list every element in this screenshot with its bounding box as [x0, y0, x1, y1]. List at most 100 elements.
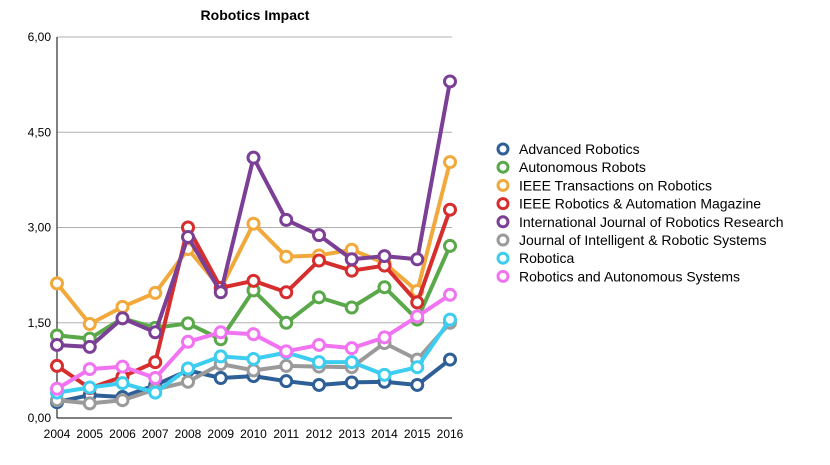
legend-marker: [496, 251, 510, 265]
data-point: [377, 330, 392, 345]
data-point: [344, 252, 359, 267]
data-point: [279, 285, 294, 300]
y-tick-label: 3,00: [28, 221, 52, 235]
data-point: [50, 337, 64, 352]
data-point: [181, 374, 195, 389]
legend-entry: Robotics and Autonomous Systems: [496, 268, 740, 284]
y-tick-label: 1,50: [28, 316, 52, 330]
data-point: [148, 385, 163, 400]
data-point: [279, 249, 294, 264]
y-tick-label: 4,50: [28, 125, 52, 139]
x-tick-label: 2007: [142, 427, 169, 441]
legend-entry: International Journal of Robotics Resear…: [496, 214, 784, 230]
legend-label: Robotics and Autonomous Systems: [519, 268, 740, 284]
data-point: [50, 276, 64, 291]
x-tick-label: 2016: [437, 427, 464, 441]
legend-marker: [496, 215, 510, 229]
legend-label: IEEE Robotics & Automation Magazine: [519, 196, 761, 212]
data-point: [377, 367, 392, 382]
legend-marker: [496, 197, 510, 211]
data-point: [344, 341, 359, 356]
data-point: [115, 359, 130, 374]
chart-title: Robotics Impact: [201, 7, 310, 23]
x-tick-label: 2013: [338, 427, 365, 441]
legend-label: IEEE Transactions on Robotics: [519, 177, 712, 193]
x-tick-label: 2005: [76, 427, 103, 441]
data-point: [312, 355, 326, 370]
data-point: [410, 295, 425, 310]
data-point: [246, 150, 261, 165]
data-point: [148, 285, 163, 300]
data-point: [115, 376, 130, 391]
legend-label: Journal of Intelligent & Robotic Systems: [519, 232, 766, 248]
legend-label: Advanced Robotics: [519, 141, 640, 157]
x-tick-label: 2006: [109, 427, 136, 441]
data-point: [443, 155, 457, 170]
data-point: [344, 375, 359, 390]
y-tick-label: 6,00: [28, 30, 52, 44]
legend: Advanced Robotics Autonomous Robots IEEE T…: [496, 141, 784, 284]
data-point: [246, 216, 261, 231]
data-point: [82, 380, 97, 395]
x-tick-label: 2004: [44, 427, 71, 441]
data-point: [246, 351, 261, 366]
legend-entry: Robotica: [496, 250, 574, 266]
legend-label: International Journal of Robotics Resear…: [519, 214, 784, 230]
data-point: [443, 74, 457, 89]
data-point: [246, 363, 261, 378]
data-point: [443, 202, 457, 217]
data-point: [82, 339, 97, 354]
legend-marker: [496, 269, 510, 283]
data-point: [115, 299, 130, 314]
data-point: [181, 316, 195, 331]
legend-entry: Autonomous Robots: [496, 159, 646, 175]
data-point: [279, 358, 294, 373]
data-point: [148, 370, 163, 385]
data-point: [82, 362, 97, 377]
data-point: [148, 355, 163, 370]
data-point: [279, 315, 294, 330]
data-point: [410, 377, 425, 392]
data-point: [279, 374, 294, 389]
data-point: [312, 290, 326, 305]
data-point: [312, 337, 326, 352]
legend-label: Robotica: [519, 250, 574, 266]
x-tick-label: 2015: [404, 427, 431, 441]
series: [50, 74, 457, 354]
data-point: [443, 287, 457, 302]
data-point: [443, 238, 457, 253]
data-point: [312, 253, 326, 268]
data-point: [410, 360, 425, 375]
series: [50, 155, 457, 332]
x-tick-label: 2014: [371, 427, 398, 441]
data-point: [181, 334, 195, 349]
series: [50, 287, 457, 396]
data-point: [115, 311, 130, 326]
series-line: [55, 160, 452, 326]
x-tick-label: 2011: [273, 427, 299, 441]
data-point: [246, 327, 261, 342]
legend-entry: IEEE Robotics & Automation Magazine: [496, 196, 761, 212]
data-point: [410, 252, 425, 267]
data-point: [344, 263, 359, 278]
legend-label: Autonomous Robots: [519, 159, 646, 175]
data-point: [82, 317, 97, 332]
data-point: [279, 344, 294, 359]
data-point: [181, 230, 195, 245]
legend-entry: Advanced Robotics: [496, 141, 640, 157]
legend-marker: [496, 233, 510, 247]
data-point: [312, 228, 326, 243]
data-point: [443, 312, 457, 327]
legend-entry: IEEE Transactions on Robotics: [496, 177, 712, 193]
data-point: [50, 358, 64, 373]
legend-marker: [496, 160, 510, 174]
data-point: [213, 370, 228, 385]
grid: [57, 36, 452, 324]
data-point: [443, 352, 457, 367]
data-point: [279, 212, 294, 227]
data-point: [115, 393, 130, 408]
axes: 0,00 1,50 3,00 4,50 6,00 2004 2005 2006 2007 2008…: [28, 30, 464, 441]
data-point: [377, 249, 392, 264]
series: [50, 312, 457, 400]
